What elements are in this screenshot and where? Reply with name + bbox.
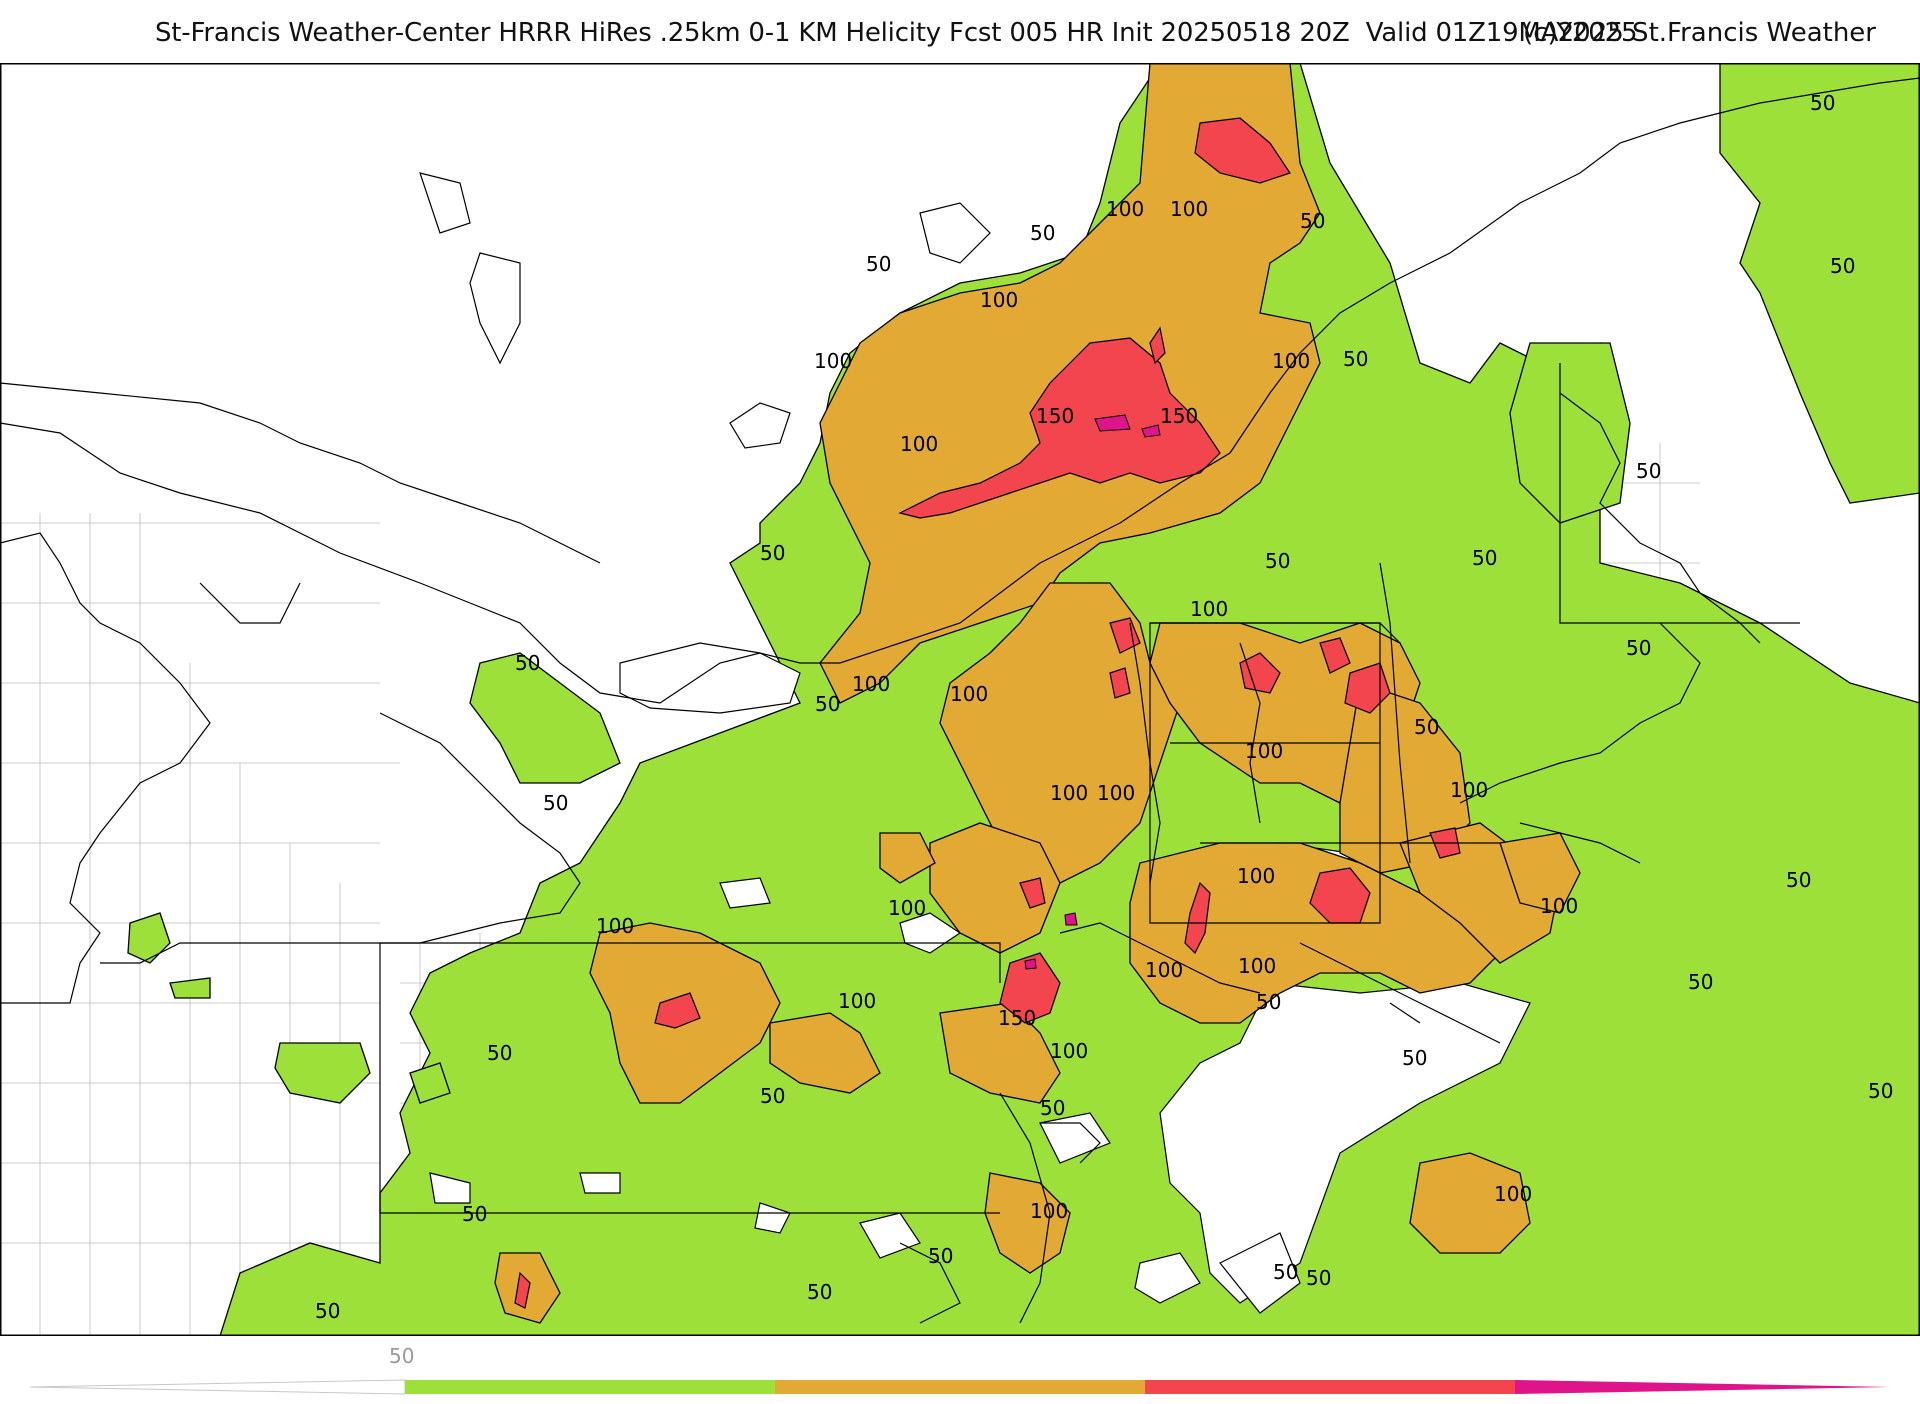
below-threshold-holes [429,402,1531,1314]
contour-label: 100 [1050,1039,1088,1063]
contour-label: 100 [1245,739,1283,763]
contour-label: 100 [1050,781,1088,805]
color-legend: 50 [0,1340,1920,1400]
contour-label: 50 [1472,546,1497,570]
contour-label: 50 [1306,1266,1331,1290]
contour-label: 100 [838,989,876,1013]
contour-label: 50 [515,651,540,675]
contour-label: 150 [998,1006,1036,1030]
contour-label: 50 [1402,1046,1427,1070]
contour-label: 100 [1272,349,1310,373]
contour-label: 50 [1626,636,1651,660]
contour-label: 50 [928,1244,953,1268]
helicity-map: 50 50 50 50 50 50 50 50 50 50 50 50 50 5… [0,63,1920,1336]
contour-label: 100 [1030,1199,1068,1223]
contour-label: 150 [1036,404,1074,428]
contour-label: 50 [1810,91,1835,115]
contour-label: 50 [315,1299,340,1323]
contour-label: 100 [1170,197,1208,221]
contour-label: 50 [1273,1260,1298,1284]
contour-label: 50 [1300,209,1325,233]
helicity-band-200-plus [1024,414,1161,970]
contour-label: 50 [1256,990,1281,1014]
contour-label: 50 [760,1084,785,1108]
legend-band-200-plus [1515,1380,1890,1394]
contour-label: 50 [1830,254,1855,278]
coastlines-and-borders [0,77,1920,1324]
legend-band-50-100 [405,1380,775,1394]
contour-label: 50 [543,791,568,815]
contour-label: 50 [1265,549,1290,573]
contour-label: 100 [888,896,926,920]
contour-label: 100 [1145,958,1183,982]
contour-label: 50 [1786,868,1811,892]
copyright-text: (c)2025 St.Francis Weather [1523,18,1876,48]
map-border [0,63,1920,1336]
contour-labels: 50 50 50 50 50 50 50 50 50 50 50 50 50 5… [315,91,1893,1323]
contour-label: 50 [462,1202,487,1226]
contour-label: 50 [815,692,840,716]
contour-label: 100 [1097,781,1135,805]
contour-label: 50 [1688,970,1713,994]
contour-label: 50 [866,252,891,276]
contour-label: 100 [1237,864,1275,888]
legend-band-100-150 [775,1380,1145,1394]
contour-label: 50 [1040,1096,1065,1120]
contour-label: 50 [1636,459,1661,483]
contour-label: 100 [980,288,1018,312]
contour-label: 100 [1238,954,1276,978]
helicity-band-150-200 [514,117,1461,1309]
legend-band-150-200 [1145,1380,1515,1394]
contour-label: 50 [1868,1079,1893,1103]
map-title: St-Francis Weather-Center HRRR HiRes .25… [155,18,1638,48]
contour-label: 100 [1494,1182,1532,1206]
contour-label: 100 [1540,894,1578,918]
contour-label: 50 [1030,221,1055,245]
contour-label: 100 [814,349,852,373]
contour-label: 50 [807,1280,832,1304]
contour-label: 50 [1414,715,1439,739]
contour-label: 100 [1106,197,1144,221]
contour-label: 100 [596,914,634,938]
contour-label: 100 [852,672,890,696]
legend-start-label: 50 [389,1344,414,1368]
contour-label: 150 [1160,404,1198,428]
contour-label: 50 [1343,347,1368,371]
contour-label: 100 [900,432,938,456]
legend-band-below-50 [29,1379,406,1395]
contour-label: 100 [950,682,988,706]
contour-label: 100 [1450,778,1488,802]
contour-label: 100 [1190,597,1228,621]
contour-label: 50 [487,1041,512,1065]
contour-label: 50 [760,541,785,565]
